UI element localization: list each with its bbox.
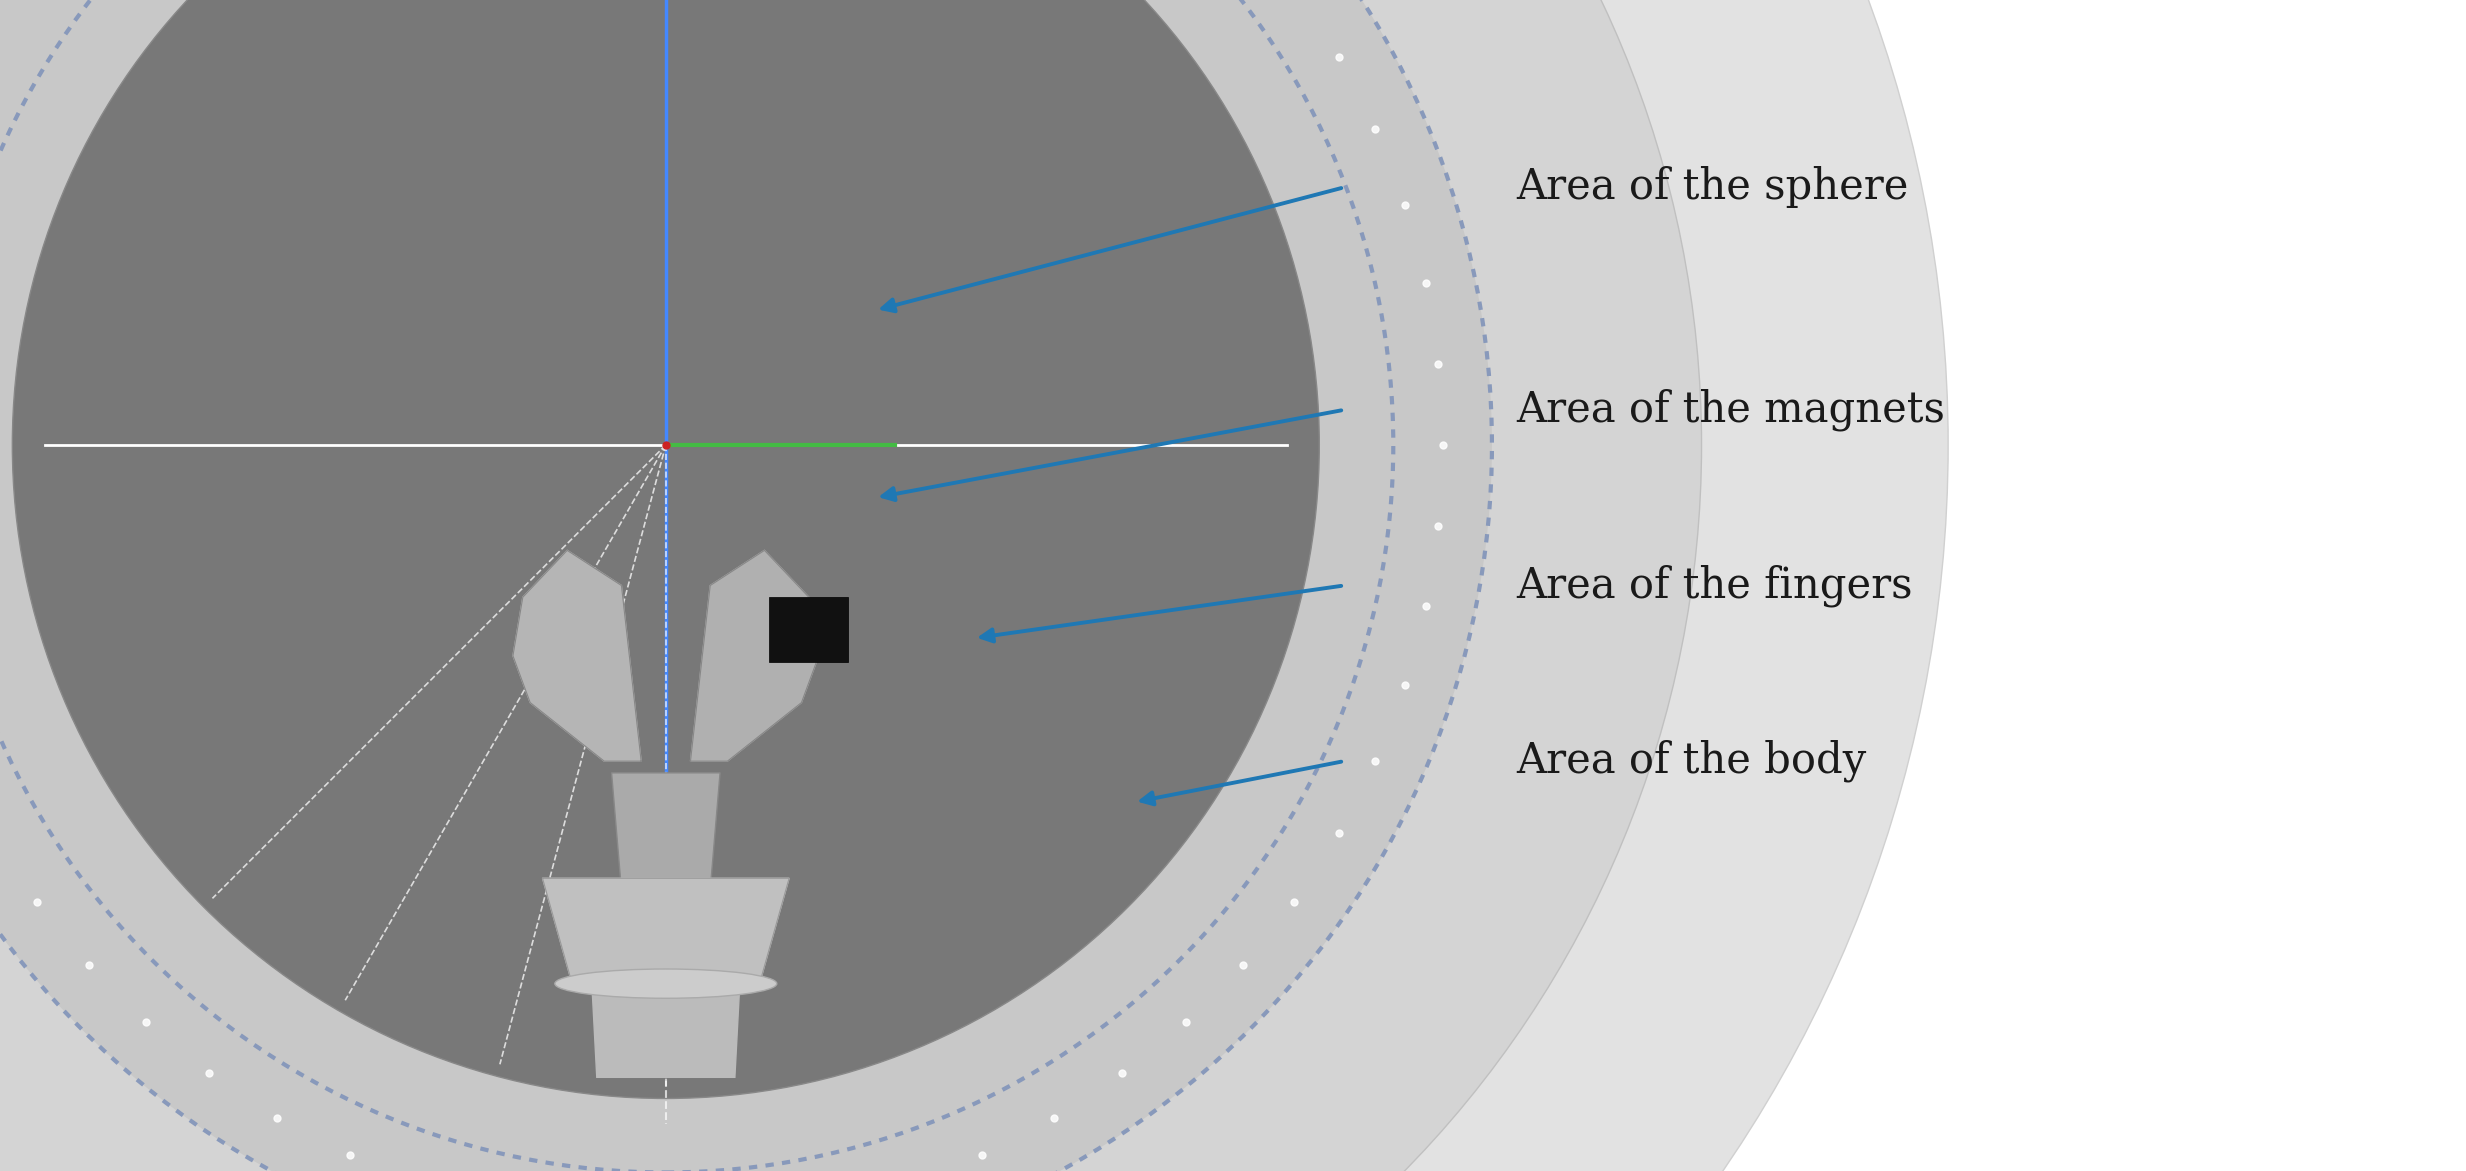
Ellipse shape bbox=[12, 0, 1319, 1098]
FancyBboxPatch shape bbox=[769, 597, 848, 662]
Ellipse shape bbox=[555, 970, 777, 998]
Polygon shape bbox=[543, 878, 789, 984]
Polygon shape bbox=[592, 984, 740, 1077]
Polygon shape bbox=[612, 773, 720, 890]
Text: Area of the sphere: Area of the sphere bbox=[1517, 166, 1909, 208]
Text: Area of the magnets: Area of the magnets bbox=[1517, 389, 1946, 431]
Text: Area of the fingers: Area of the fingers bbox=[1517, 564, 1914, 607]
Ellipse shape bbox=[0, 0, 1702, 1171]
Polygon shape bbox=[690, 550, 819, 761]
Text: Area of the body: Area of the body bbox=[1517, 740, 1867, 782]
Ellipse shape bbox=[0, 0, 1948, 1171]
Ellipse shape bbox=[0, 0, 1492, 1171]
Polygon shape bbox=[513, 550, 641, 761]
